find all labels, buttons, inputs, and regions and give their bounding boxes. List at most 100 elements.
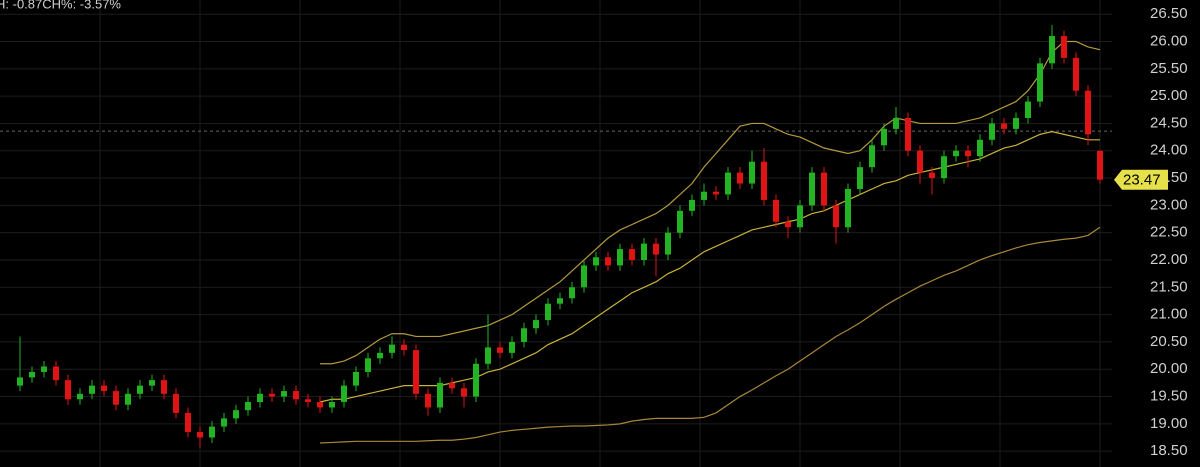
candle-body bbox=[473, 363, 479, 397]
candle-body bbox=[1097, 150, 1103, 180]
candle-body bbox=[953, 150, 959, 157]
candle-body bbox=[725, 172, 731, 195]
candle-body bbox=[485, 347, 491, 364]
candle-body bbox=[1025, 101, 1031, 118]
y-tick-label: 20.50 bbox=[1150, 333, 1188, 350]
candle-body bbox=[101, 385, 107, 392]
candle-body bbox=[857, 167, 863, 189]
y-tick-label: 23.00 bbox=[1150, 196, 1188, 213]
candle-body bbox=[665, 232, 671, 255]
candle-body bbox=[365, 358, 371, 372]
y-tick-label: 22.50 bbox=[1150, 224, 1188, 241]
y-tick-label: 24.00 bbox=[1150, 142, 1188, 159]
candle-body bbox=[905, 117, 911, 151]
indicator-line bbox=[319, 226, 1101, 444]
candle-body bbox=[209, 426, 215, 438]
candle-body bbox=[497, 347, 503, 353]
candle-body bbox=[341, 385, 347, 403]
candle-body bbox=[281, 391, 287, 397]
candle-body bbox=[89, 385, 95, 394]
candle-body bbox=[185, 412, 191, 433]
y-tick-label: 19.00 bbox=[1150, 415, 1188, 432]
candle-body bbox=[881, 128, 887, 146]
candle-body bbox=[581, 265, 587, 288]
y-tick-label: 25.50 bbox=[1150, 60, 1188, 77]
candle-body bbox=[65, 380, 71, 400]
candle-body bbox=[569, 287, 575, 299]
candle-body bbox=[41, 366, 47, 372]
candle-body bbox=[77, 393, 83, 400]
candle-body bbox=[929, 172, 935, 179]
candle-body bbox=[557, 298, 563, 304]
candle-body bbox=[137, 385, 143, 394]
candle-body bbox=[461, 388, 467, 397]
candle-body bbox=[989, 123, 995, 140]
y-tick-label: 22.00 bbox=[1150, 251, 1188, 268]
y-tick-label: 24.50 bbox=[1150, 114, 1188, 131]
candle-body bbox=[545, 303, 551, 321]
candle-body bbox=[977, 139, 983, 157]
candle-body bbox=[269, 393, 275, 397]
candle-body bbox=[893, 117, 899, 129]
candle-body bbox=[1013, 117, 1019, 129]
candle-body bbox=[653, 243, 659, 255]
candle-body bbox=[53, 366, 59, 381]
candle-body bbox=[785, 221, 791, 228]
candle-body bbox=[605, 257, 611, 266]
candle-body bbox=[437, 382, 443, 408]
indicator-line bbox=[320, 40, 1101, 365]
candle-body bbox=[533, 320, 539, 329]
candle-body bbox=[413, 350, 419, 394]
candle-body bbox=[809, 172, 815, 206]
candle-body bbox=[617, 249, 623, 266]
candle-body bbox=[317, 402, 323, 408]
candle-body bbox=[1061, 36, 1067, 58]
y-tick-label: 25.00 bbox=[1150, 87, 1188, 104]
y-tick-label: 21.00 bbox=[1150, 306, 1188, 323]
candle-body bbox=[149, 380, 155, 386]
candle-body bbox=[125, 393, 131, 405]
candle-body bbox=[377, 352, 383, 359]
candle-body bbox=[629, 249, 635, 260]
candle-body bbox=[869, 145, 875, 168]
candle-body bbox=[761, 161, 767, 200]
y-tick-label: 19.50 bbox=[1150, 388, 1188, 405]
candle-body bbox=[197, 432, 203, 438]
last-price-tag bbox=[1114, 169, 1168, 190]
candle-body bbox=[353, 371, 359, 386]
y-tick-label: 26.50 bbox=[1150, 5, 1188, 22]
last-price-label: 23.47 bbox=[1123, 172, 1161, 189]
y-tick-label: 21.50 bbox=[1150, 278, 1188, 295]
y-tick-label: 20.00 bbox=[1150, 360, 1188, 377]
candle-body bbox=[821, 172, 827, 206]
candle-body bbox=[17, 377, 23, 386]
candle-body bbox=[1073, 57, 1079, 91]
candle-body bbox=[425, 393, 431, 408]
candle-body bbox=[245, 402, 251, 411]
candle-body bbox=[305, 399, 311, 403]
y-tick-label: 26.00 bbox=[1150, 32, 1188, 49]
candle-body bbox=[1001, 123, 1007, 129]
grid bbox=[0, 0, 1112, 467]
candle-body bbox=[773, 199, 779, 222]
candle-body bbox=[641, 243, 647, 260]
candle-body bbox=[521, 328, 527, 342]
candle-body bbox=[221, 418, 227, 427]
candle-body bbox=[965, 150, 971, 157]
candle-body bbox=[701, 191, 707, 200]
candle-body bbox=[689, 199, 695, 211]
candle-body bbox=[941, 156, 947, 179]
candle-body bbox=[749, 161, 755, 184]
candle-body bbox=[1037, 63, 1043, 102]
candle-body bbox=[113, 391, 119, 405]
candle-body bbox=[509, 341, 515, 353]
candle-body bbox=[233, 410, 239, 419]
candle-body bbox=[161, 380, 167, 394]
candle-body bbox=[449, 382, 455, 389]
indicator-line bbox=[319, 131, 1100, 403]
candle-body bbox=[593, 257, 599, 266]
y-tick-label: 18.50 bbox=[1150, 442, 1188, 459]
candle-body bbox=[917, 150, 923, 173]
